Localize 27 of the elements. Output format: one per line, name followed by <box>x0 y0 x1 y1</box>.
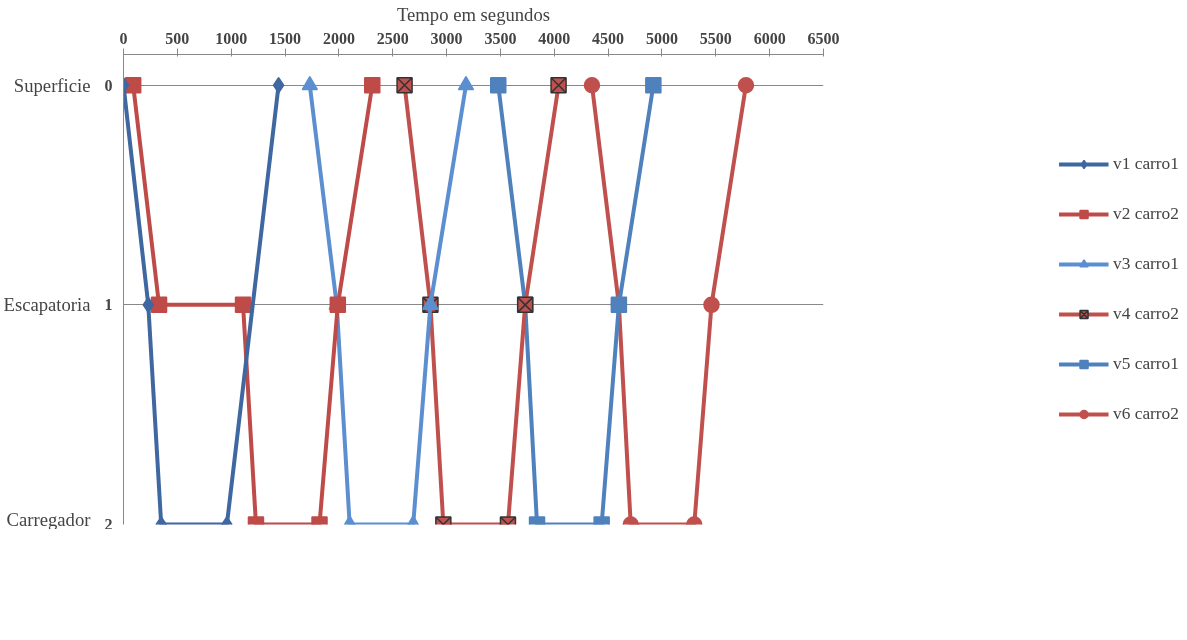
x-tick-label: 4500 <box>592 29 625 47</box>
x-tick-label: 5500 <box>699 29 732 47</box>
x-tick-label: 4000 <box>538 29 571 47</box>
text: Superficie <box>13 74 91 96</box>
legend-label: v2 carro2 <box>1113 204 1179 224</box>
y-tick-label: 2 <box>104 515 113 533</box>
legend-label: v6 carro2 <box>1113 404 1179 424</box>
x-tick-label: 2500 <box>376 29 409 47</box>
y-tick-label: 1 <box>104 296 113 314</box>
legend-label: v4 carro2 <box>1113 304 1179 324</box>
x-tick-label: 2000 <box>322 29 355 47</box>
x-tick-label: 6000 <box>753 29 786 47</box>
x-tick-label: 6500 <box>807 29 840 47</box>
x-tick-label: 3000 <box>430 29 463 47</box>
x-tick-label: 0 <box>119 29 128 47</box>
text: Carregador <box>6 508 92 530</box>
x-tick-label: 5000 <box>645 29 678 47</box>
x-tick-label: 1000 <box>215 29 248 47</box>
x-tick-label: 1500 <box>269 29 302 47</box>
legend-label: v3 carro1 <box>1113 254 1179 274</box>
x-axis-title: Tempo em segundos <box>396 3 551 25</box>
text: Escapatoria <box>3 294 92 316</box>
legend-label: v5 carro1 <box>1113 354 1179 374</box>
x-tick-label: 500 <box>165 29 190 47</box>
x-tick-label: 3500 <box>484 29 517 47</box>
y-tick-label: 0 <box>104 76 113 94</box>
legend-label: v1 carro1 <box>1113 154 1179 174</box>
